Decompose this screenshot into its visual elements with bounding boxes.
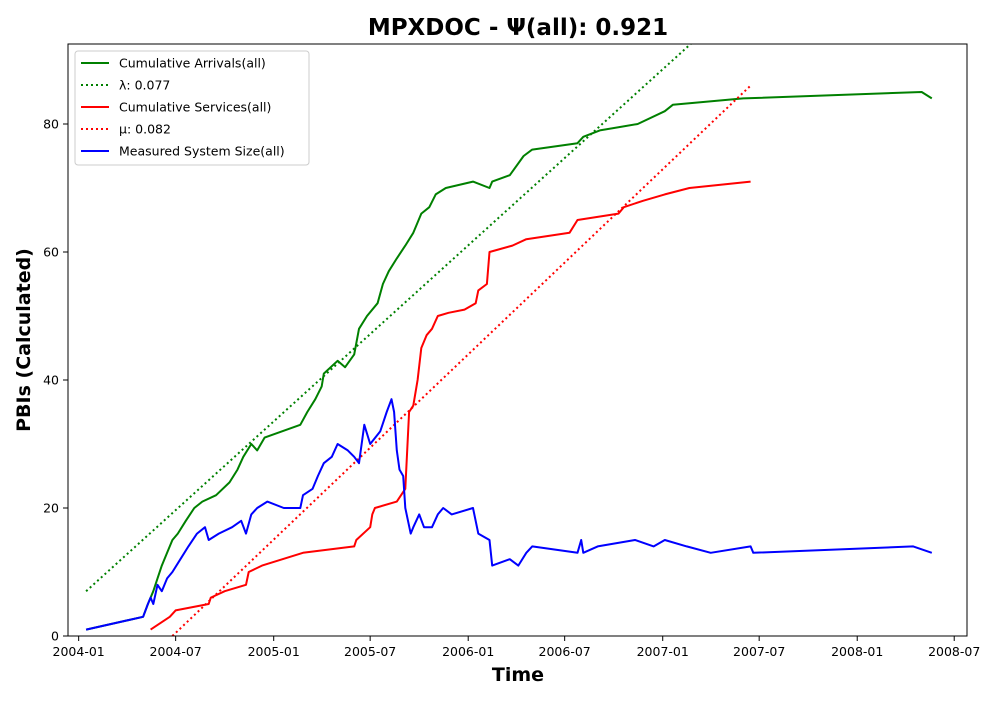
series-line-1 <box>85 91 933 631</box>
y-tick-label: 0 <box>51 629 59 644</box>
legend-label: Cumulative Arrivals(all) <box>119 56 266 71</box>
series-line-2 <box>85 44 693 592</box>
y-tick-label: 40 <box>43 373 59 388</box>
plot-frame <box>67 43 968 637</box>
x-tick-label: 2008-07 <box>928 644 980 659</box>
x-tick-label: 2006-07 <box>539 644 591 659</box>
y-tick-label: 80 <box>43 117 59 132</box>
y-axis-label: PBIs (Calculated) <box>13 248 35 432</box>
x-axis-label: Time <box>492 664 544 686</box>
plot-area <box>85 44 933 636</box>
series-line-4 <box>171 84 752 636</box>
y-tick-label: 60 <box>43 245 59 260</box>
legend: Cumulative Arrivals(all) λ: 0.077 Cumulati… <box>74 50 310 166</box>
legend-label: μ: 0.082 <box>119 122 171 137</box>
x-tick-label: 2008-01 <box>831 644 883 659</box>
x-tick-label: 2007-01 <box>637 644 689 659</box>
x-tick-label: 2004-01 <box>53 644 105 659</box>
legend-label: Measured System Size(all) <box>119 144 285 159</box>
x-tick-label: 2007-07 <box>733 644 785 659</box>
chart-title: MPXDOC - Ψ(all): 0.921 <box>368 15 668 41</box>
legend-label: λ: 0.077 <box>119 78 170 93</box>
series-line-5 <box>85 398 933 631</box>
x-tick-label: 2004-07 <box>150 644 202 659</box>
x-tick-label: 2005-07 <box>344 644 396 659</box>
x-tick-label: 2006-01 <box>442 644 494 659</box>
axes: 2004-01 2004-07 2005-01 2005-07 2006-01 2006-… <box>43 43 980 659</box>
y-tick-label: 20 <box>43 501 59 516</box>
series-line-3 <box>150 180 751 631</box>
legend-label: Cumulative Services(all) <box>119 100 271 115</box>
x-tick-label: 2005-01 <box>248 644 300 659</box>
legend-box <box>74 50 310 166</box>
